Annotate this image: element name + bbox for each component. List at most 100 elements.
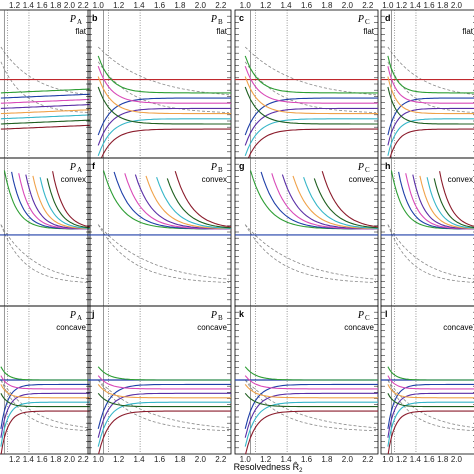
guide-curve <box>97 224 230 280</box>
panel-title-sub: C <box>365 18 370 26</box>
panel-shape-label: convex <box>349 175 374 184</box>
panel-title-sub: B <box>218 18 223 26</box>
series-curve <box>98 410 231 454</box>
guide-curve <box>97 224 230 283</box>
bottom-tick-label: 1.6 <box>154 455 166 464</box>
series-curve <box>433 178 474 229</box>
series-curve <box>387 392 474 438</box>
series-curve <box>0 384 90 399</box>
guide-curve <box>387 224 474 280</box>
series-curve <box>0 375 90 390</box>
series-curve <box>0 104 90 109</box>
panel-plot-area <box>88 10 231 158</box>
panel-frame <box>234 9 379 159</box>
panel-shape-label: convex <box>448 175 473 184</box>
panel-title-sub: A <box>77 166 82 174</box>
panel-letter: h <box>385 161 391 171</box>
panel-title: P <box>357 162 364 173</box>
panel-shape-label: concave <box>197 323 227 332</box>
panel-d: d flat <box>380 9 474 159</box>
series-curve <box>0 109 90 115</box>
series-curve <box>100 128 231 158</box>
panel-plot-area <box>235 158 378 306</box>
guide-curve <box>244 224 377 283</box>
series-curve <box>244 366 378 381</box>
panel-title: P <box>357 14 364 25</box>
series-curve <box>0 93 90 99</box>
guide-curve <box>244 61 377 113</box>
series-curve <box>244 55 378 94</box>
bottom-tick-label: 2.2 <box>362 455 374 464</box>
series-curve <box>97 97 231 136</box>
guide-curve <box>244 379 377 432</box>
guide-curve <box>244 46 377 96</box>
series-curve <box>0 98 90 104</box>
panel-shape-label: concave <box>56 323 86 332</box>
panel-letter: b <box>92 13 98 23</box>
series-curve <box>97 375 231 390</box>
top-tick-label: 1.8 <box>174 1 186 10</box>
panel-title: P <box>210 14 217 25</box>
bottom-tick-label: 2.0 <box>195 455 207 464</box>
top-tick-label: 1.2 <box>9 1 21 10</box>
guide-curve <box>244 224 377 280</box>
series-curve <box>303 177 378 229</box>
top-tick-label: 1.8 <box>321 1 333 10</box>
panel-plot-area <box>235 306 378 454</box>
guide-curve <box>0 379 89 432</box>
panel-title: P <box>69 310 76 321</box>
panel-title: P <box>210 162 217 173</box>
bottom-tick-label: 1.6 <box>423 455 435 464</box>
guide-curve <box>97 379 230 432</box>
panel-plot-area <box>235 10 378 158</box>
bottom-tick-label: 1.2 <box>260 455 272 464</box>
series-curve <box>387 97 474 136</box>
series-curve <box>97 401 231 447</box>
bottom-tick-label: 1.8 <box>321 455 333 464</box>
series-curve <box>292 175 378 230</box>
top-tick-label: 2.2 <box>78 1 90 10</box>
bottom-tick-label: 1.6 <box>36 455 48 464</box>
panel-plot-area <box>0 158 90 306</box>
bottom-tick-label: 2.2 <box>78 455 90 464</box>
panel-shape-label: convex <box>61 175 86 184</box>
series-curve <box>145 175 231 230</box>
series-curve <box>387 107 474 146</box>
bottom-tick-label: 2.0 <box>64 455 76 464</box>
series-curve <box>0 124 90 130</box>
panel-plot-area <box>88 158 231 306</box>
series-curve <box>387 66 474 104</box>
top-tick-label: 1.2 <box>396 1 408 10</box>
top-tick-label: 2.0 <box>64 1 76 10</box>
bottom-tick-label: 1.0 <box>382 455 394 464</box>
bottom-tick-label: 1.8 <box>50 455 62 464</box>
top-tick-label: 1.2 <box>113 1 125 10</box>
top-tick-label: 1.6 <box>301 1 313 10</box>
panel-title: P <box>69 14 76 25</box>
series-curve <box>244 392 378 438</box>
panel-title: P <box>357 310 364 321</box>
series-curve <box>32 175 90 230</box>
series-curve <box>39 177 90 229</box>
series-curve <box>244 118 378 156</box>
series-curve <box>0 366 90 381</box>
series-curve <box>0 393 90 408</box>
bottom-tick-label: 1.4 <box>281 455 293 464</box>
series-curve <box>313 178 378 229</box>
panel-letter: c <box>239 13 244 23</box>
series-curve <box>97 392 231 408</box>
panel-title-sub: B <box>218 314 223 322</box>
series-curve <box>387 401 474 447</box>
series-curve <box>244 375 378 390</box>
series-curve <box>244 401 378 447</box>
bottom-tick-label: 1.6 <box>301 455 313 464</box>
panel-title: P <box>210 310 217 321</box>
